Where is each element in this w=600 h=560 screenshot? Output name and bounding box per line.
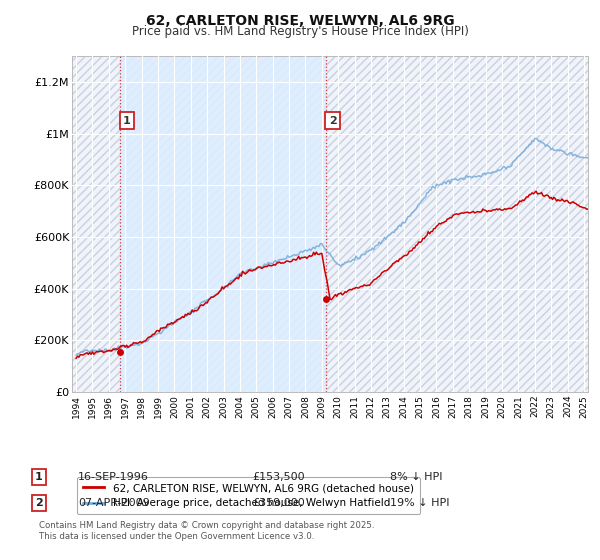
Text: Contains HM Land Registry data © Crown copyright and database right 2025.
This d: Contains HM Land Registry data © Crown c… — [39, 521, 374, 540]
Text: Price paid vs. HM Land Registry's House Price Index (HPI): Price paid vs. HM Land Registry's House … — [131, 25, 469, 38]
Text: 2: 2 — [35, 498, 43, 508]
Text: 2: 2 — [329, 115, 337, 125]
Legend: 62, CARLETON RISE, WELWYN, AL6 9RG (detached house), HPI: Average price, detache: 62, CARLETON RISE, WELWYN, AL6 9RG (deta… — [77, 477, 420, 515]
Text: 8% ↓ HPI: 8% ↓ HPI — [390, 472, 443, 482]
Text: 19% ↓ HPI: 19% ↓ HPI — [390, 498, 449, 508]
Bar — [121, 56, 326, 392]
Text: 1: 1 — [35, 472, 43, 482]
Text: 16-SEP-1996: 16-SEP-1996 — [78, 472, 149, 482]
Text: £359,000: £359,000 — [252, 498, 305, 508]
Text: 1: 1 — [123, 115, 131, 125]
Text: 62, CARLETON RISE, WELWYN, AL6 9RG: 62, CARLETON RISE, WELWYN, AL6 9RG — [146, 14, 454, 28]
Text: 07-APR-2009: 07-APR-2009 — [78, 498, 150, 508]
Text: £153,500: £153,500 — [252, 472, 305, 482]
